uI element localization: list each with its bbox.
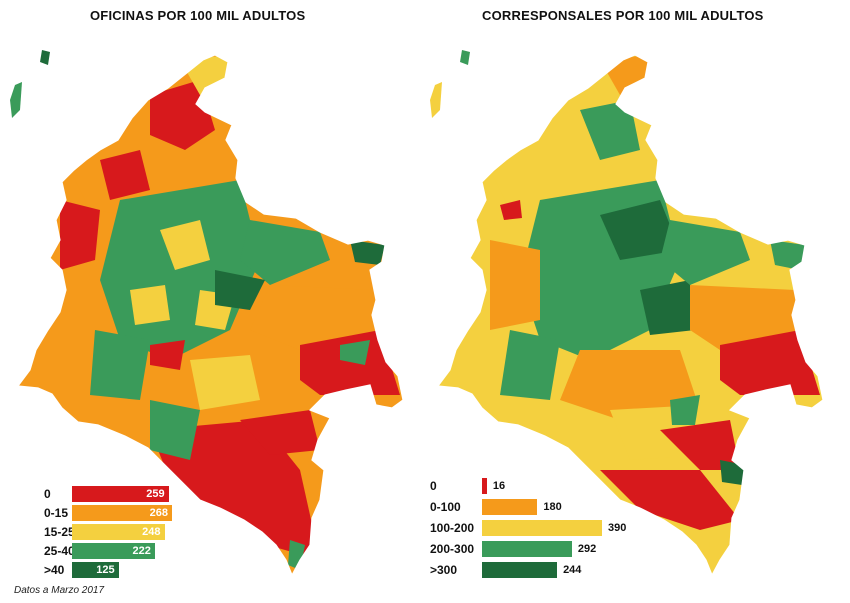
region-arauca-r	[660, 220, 750, 285]
region-north-red	[150, 80, 215, 150]
left-map-title: OFICINAS POR 100 MIL ADULTOS	[90, 8, 306, 23]
region-vaupes-red	[240, 410, 320, 455]
region-vichada	[250, 285, 378, 350]
region-amazonas-red-r	[600, 470, 740, 530]
region-putumayo-green	[150, 400, 200, 460]
island-san-andres-r	[460, 50, 470, 65]
region-arauca	[240, 220, 330, 285]
right-map	[430, 50, 824, 576]
region-casanare-dark-r	[640, 280, 695, 335]
region-guaviare-r	[560, 350, 700, 420]
region-vichada-dark	[350, 240, 385, 265]
island-providencia-r	[430, 82, 442, 118]
region-southwest-green-r	[500, 330, 560, 400]
region-vichada-green-r	[770, 240, 805, 270]
region-cordoba-red	[100, 150, 150, 200]
region-urabá-red-r	[500, 200, 522, 220]
region-guainia-red	[300, 330, 400, 395]
region-guaviare-yellow	[190, 355, 260, 410]
island-san-andres	[40, 50, 50, 65]
region-choco-r	[490, 240, 540, 330]
region-caribbean-r	[480, 60, 660, 220]
region-choco-red	[60, 200, 100, 270]
region-north-green-r	[580, 100, 640, 160]
region-meta-red	[150, 340, 185, 370]
region-vaupes-green-r	[670, 395, 700, 425]
region-casanare-dark	[215, 270, 265, 310]
right-map-title: CORRESPONSALES POR 100 MIL ADULTOS	[482, 8, 764, 23]
region-amazonas-red	[150, 420, 320, 560]
region-southwest-green	[90, 330, 150, 400]
region-vichada-r	[690, 285, 798, 350]
region-vaupes-red-r	[660, 420, 740, 470]
island-providencia	[10, 82, 22, 118]
left-map	[10, 50, 404, 576]
region-amazonas-dark-r	[720, 460, 745, 485]
region-andes-dark-r	[600, 200, 680, 260]
region-guainia-red-r	[720, 330, 820, 395]
footnote: Datos a Marzo 2017	[14, 585, 105, 596]
region-andes-yellow	[160, 220, 210, 270]
region-guainia-green	[340, 340, 370, 365]
region-andes-yellow-2	[130, 285, 170, 325]
